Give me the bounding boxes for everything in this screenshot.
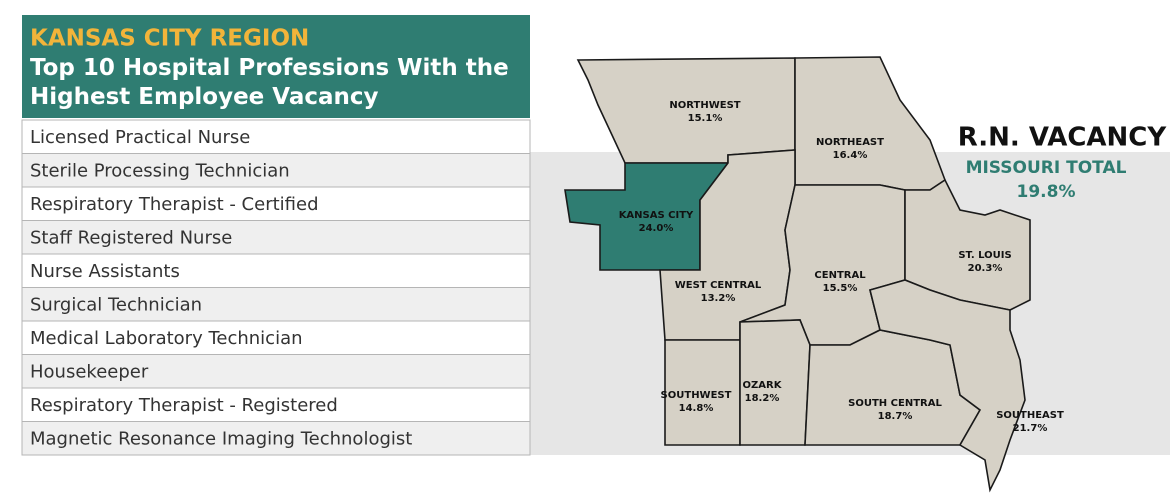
- region-value: 16.4%: [833, 150, 868, 161]
- table-row: [21, 287, 531, 322]
- row-label: Magnetic Resonance Imaging Technologist: [30, 428, 412, 449]
- region-name: OZARK: [743, 380, 783, 391]
- region-title: KANSAS CITY REGION: [30, 26, 309, 52]
- region-name: WEST CENTRAL: [675, 280, 762, 291]
- header-box: [22, 15, 530, 118]
- region-name: KANSAS CITY: [619, 210, 694, 221]
- table-row: [21, 153, 531, 188]
- region-name: SOUTH CENTRAL: [848, 398, 942, 409]
- header-title: Top 10 Hospital Professions With the Hig…: [30, 55, 509, 110]
- region-value: 15.5%: [823, 283, 858, 294]
- row-label: Housekeeper: [30, 361, 149, 382]
- region: [869, 279, 1026, 493]
- region-value: 18.7%: [878, 411, 913, 422]
- table-row: [21, 387, 531, 422]
- row-label: Respiratory Therapist - Certified: [30, 194, 319, 215]
- map-title: R.N. VACANCY: [958, 123, 1168, 153]
- total-label: MISSOURI TOTAL: [966, 158, 1127, 178]
- table-row: [21, 354, 531, 389]
- row-label: Nurse Assistants: [30, 261, 180, 282]
- region-value: 18.2%: [745, 393, 780, 404]
- region-name: SOUTHWEST: [661, 390, 732, 401]
- region-name: NORTHEAST: [816, 137, 884, 148]
- table-row: [21, 186, 531, 221]
- row-label: Respiratory Therapist - Registered: [30, 395, 338, 416]
- table-row: [21, 220, 531, 255]
- region-value: 15.1%: [688, 113, 723, 124]
- total-value: 19.8%: [1017, 182, 1076, 202]
- header-title-box: Top 10 Hospital Professions With the Hig…: [30, 55, 509, 110]
- row-label: Surgical Technician: [30, 294, 202, 315]
- table-row: [21, 320, 531, 355]
- region-name: CENTRAL: [814, 270, 866, 281]
- table-row: [21, 119, 531, 154]
- table-row: [21, 253, 531, 288]
- table-row: [21, 421, 531, 456]
- region-name: ST. LOUIS: [958, 250, 1011, 261]
- region-value: 24.0%: [639, 223, 674, 234]
- region-value: 20.3%: [968, 263, 1003, 274]
- region-name: NORTHWEST: [669, 100, 740, 111]
- region-value: 21.7%: [1013, 423, 1048, 434]
- row-label: Sterile Processing Technician: [30, 160, 290, 181]
- row-label: Licensed Practical Nurse: [30, 127, 250, 148]
- row-label: Medical Laboratory Technician: [30, 328, 303, 349]
- map: NORTHWEST 15.1% NORTHEAST 16.4% KANSAS CITY 2…: [564, 56, 1064, 493]
- region-value: 14.8%: [679, 403, 714, 414]
- region-name: SOUTHEAST: [996, 410, 1064, 421]
- row-label: Staff Registered Nurse: [30, 227, 232, 248]
- region: [794, 56, 946, 191]
- region-value: 13.2%: [701, 293, 736, 304]
